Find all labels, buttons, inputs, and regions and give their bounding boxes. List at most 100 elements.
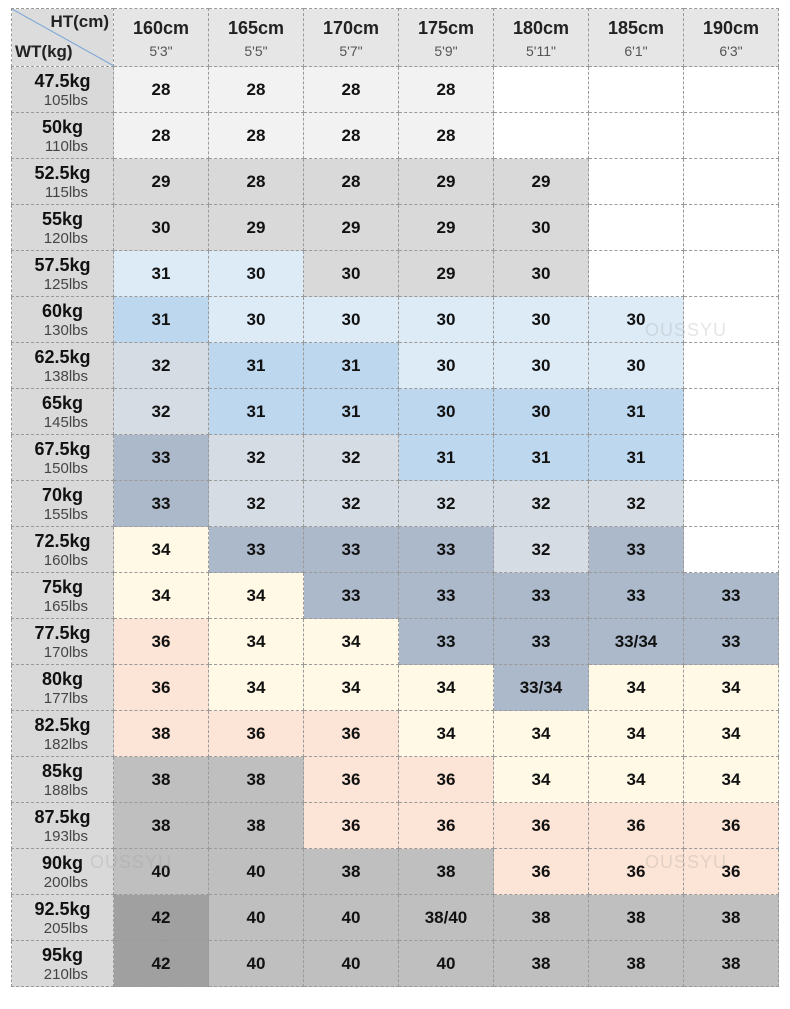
weight-lbs: 125lbs xyxy=(43,275,88,293)
size-cell: 28 xyxy=(208,112,304,159)
table-row: 85kg 188lbs 38 38 36 36 34 34 34 xyxy=(11,756,779,803)
size-cell: 30 xyxy=(398,296,494,343)
weight-kg: 47.5kg xyxy=(34,70,91,91)
weight-lbs: 105lbs xyxy=(43,91,88,109)
size-cell: 34 xyxy=(588,710,684,757)
size-cell: 40 xyxy=(208,848,304,895)
table-row: 52.5kg 115lbs 29 28 28 29 29 xyxy=(11,158,779,205)
row-header: 85kg 188lbs xyxy=(11,756,114,803)
size-cell: 36 xyxy=(208,710,304,757)
table-row: 60kg 130lbs 31 30 30 30 30 30 xyxy=(11,296,779,343)
size-cell: 33 xyxy=(398,572,494,619)
size-cell: 40 xyxy=(398,940,494,987)
size-cell: 40 xyxy=(303,940,399,987)
size-cell: 33/34 xyxy=(588,618,684,665)
column-header: 180cm 5'11" xyxy=(493,8,589,67)
header-row: HT(cm) WT(kg) 160cm 5'3" 165cm 5'5" 170cm 5'7" 1… xyxy=(11,8,779,67)
size-cell: 36 xyxy=(683,848,779,895)
size-cell: 33 xyxy=(113,480,209,527)
size-cell xyxy=(683,388,779,435)
size-cell: 30 xyxy=(493,204,589,251)
size-cell: 30 xyxy=(588,342,684,389)
size-cell: 28 xyxy=(303,112,399,159)
height-cm: 165cm xyxy=(227,18,285,38)
size-cell: 34 xyxy=(208,664,304,711)
height-cm: 160cm xyxy=(132,18,190,38)
row-header: 67.5kg 150lbs xyxy=(11,434,114,481)
column-header: 160cm 5'3" xyxy=(113,8,209,67)
weight-lbs: 160lbs xyxy=(43,551,88,569)
table-row: 50kg 110lbs 28 28 28 28 xyxy=(11,112,779,159)
size-cell: 29 xyxy=(398,158,494,205)
size-cell: 42 xyxy=(113,940,209,987)
weight-kg: 72.5kg xyxy=(34,530,91,551)
height-cm: 175cm xyxy=(417,18,475,38)
size-cell: 38 xyxy=(493,940,589,987)
size-cell: 31 xyxy=(398,434,494,481)
table-row: 65kg 145lbs 32 31 31 30 30 31 xyxy=(11,388,779,435)
weight-kg: 67.5kg xyxy=(34,438,91,459)
size-cell: 38 xyxy=(113,710,209,757)
size-cell: 34 xyxy=(398,710,494,757)
size-cell xyxy=(683,204,779,251)
size-cell: 29 xyxy=(398,204,494,251)
size-cell: 36 xyxy=(113,664,209,711)
size-cell: 32 xyxy=(208,480,304,527)
size-cell: 34 xyxy=(683,664,779,711)
weight-lbs: 205lbs xyxy=(43,919,88,937)
table-row: 72.5kg 160lbs 34 33 33 33 32 33 xyxy=(11,526,779,573)
table-row: 47.5kg 105lbs 28 28 28 28 xyxy=(11,66,779,113)
size-cell: 31 xyxy=(493,434,589,481)
weight-kg: 62.5kg xyxy=(34,346,91,367)
table-row: 80kg 177lbs 36 34 34 34 33/34 34 34 xyxy=(11,664,779,711)
size-cell: 28 xyxy=(113,66,209,113)
weight-lbs: 170lbs xyxy=(43,643,88,661)
size-cell: 30 xyxy=(113,204,209,251)
height-ft: 6'3" xyxy=(719,43,743,59)
weight-kg: 75kg xyxy=(41,576,84,597)
size-cell: 33 xyxy=(683,618,779,665)
height-cm: 170cm xyxy=(322,18,380,38)
size-cell: 31 xyxy=(588,388,684,435)
size-cell: 32 xyxy=(113,388,209,435)
weight-kg: 70kg xyxy=(41,484,84,505)
size-cell: 31 xyxy=(588,434,684,481)
size-cell: 30 xyxy=(493,388,589,435)
size-cell: 30 xyxy=(303,250,399,297)
size-cell: 38 xyxy=(113,802,209,849)
weight-kg: 90kg xyxy=(41,852,84,873)
table-row: 70kg 155lbs 33 32 32 32 32 32 xyxy=(11,480,779,527)
size-cell: 34 xyxy=(113,526,209,573)
table-row: 95kg 210lbs 42 40 40 40 38 38 38 xyxy=(11,940,779,987)
size-cell: 32 xyxy=(493,526,589,573)
size-cell: 28 xyxy=(398,66,494,113)
size-cell xyxy=(588,66,684,113)
size-cell xyxy=(683,342,779,389)
weight-kg: 95kg xyxy=(41,944,84,965)
weight-kg: 55kg xyxy=(41,208,84,229)
size-cell xyxy=(683,526,779,573)
size-cell xyxy=(683,250,779,297)
weight-kg: 52.5kg xyxy=(34,162,91,183)
size-cell: 28 xyxy=(303,66,399,113)
weight-kg: 80kg xyxy=(41,668,84,689)
row-header: 80kg 177lbs xyxy=(11,664,114,711)
height-ft: 5'9" xyxy=(434,43,458,59)
row-header: 57.5kg 125lbs xyxy=(11,250,114,297)
weight-kg: 87.5kg xyxy=(34,806,91,827)
row-header: 87.5kg 193lbs xyxy=(11,802,114,849)
size-cell: 38/40 xyxy=(398,894,494,941)
size-cell xyxy=(493,112,589,159)
watermark: OUSSYU xyxy=(645,320,728,340)
weight-kg: 65kg xyxy=(41,392,84,413)
watermark: OUSSYU xyxy=(90,852,173,872)
table-row: 62.5kg 138lbs 32 31 31 30 30 30 xyxy=(11,342,779,389)
table-row: 75kg 165lbs 34 34 33 33 33 33 33 xyxy=(11,572,779,619)
size-cell: 31 xyxy=(208,342,304,389)
size-cell: 33 xyxy=(588,572,684,619)
size-cell: 28 xyxy=(208,66,304,113)
row-header: 62.5kg 138lbs xyxy=(11,342,114,389)
size-cell: 28 xyxy=(208,158,304,205)
size-cell: 30 xyxy=(303,296,399,343)
